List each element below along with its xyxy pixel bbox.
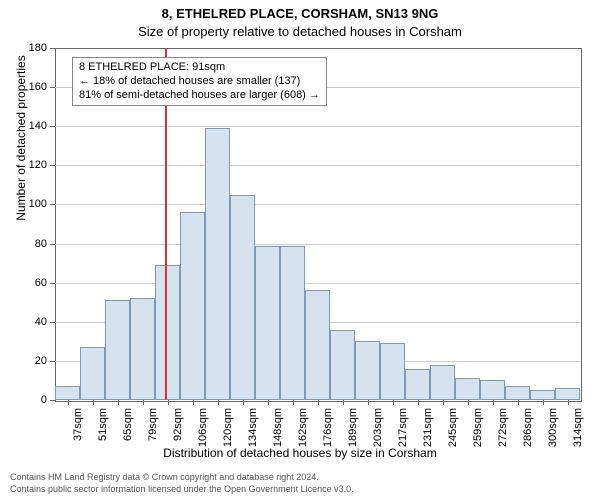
x-tick-mark <box>318 400 319 405</box>
y-tick-mark <box>50 283 55 284</box>
histogram-bar <box>305 290 330 400</box>
histogram-bar <box>355 341 380 400</box>
y-tick-mark <box>50 400 55 401</box>
x-tick-mark <box>543 400 544 405</box>
x-tick-mark <box>243 400 244 405</box>
x-tick-label: 65sqm <box>122 408 134 458</box>
x-tick-mark <box>518 400 519 405</box>
x-tick-label: 37sqm <box>72 408 84 458</box>
y-tick-label: 60 <box>0 277 47 289</box>
x-tick-mark <box>268 400 269 405</box>
histogram-bar <box>205 128 230 400</box>
histogram-bar <box>180 212 205 400</box>
histogram-bar <box>155 265 180 400</box>
x-tick-label: 148sqm <box>272 408 284 458</box>
y-tick-mark <box>50 126 55 127</box>
y-tick-label: 0 <box>0 394 47 406</box>
x-tick-label: 272sqm <box>497 408 509 458</box>
histogram-bar <box>230 195 255 400</box>
attribution-line-2: Contains public sector information licen… <box>10 484 354 494</box>
histogram-bar <box>380 343 405 400</box>
y-tick-mark <box>50 204 55 205</box>
x-tick-mark <box>193 400 194 405</box>
x-tick-mark <box>218 400 219 405</box>
chart-container: 8, ETHELRED PLACE, CORSHAM, SN13 9NG Siz… <box>0 0 600 500</box>
y-tick-mark <box>50 244 55 245</box>
x-tick-label: 300sqm <box>547 408 559 458</box>
y-gridline <box>55 165 580 166</box>
chart-title-line2: Size of property relative to detached ho… <box>0 24 600 39</box>
x-tick-label: 106sqm <box>197 408 209 458</box>
histogram-bar <box>280 246 305 400</box>
annotation-line-1: 8 ETHELRED PLACE: 91sqm <box>79 61 320 75</box>
histogram-bar <box>330 330 355 400</box>
x-tick-mark <box>143 400 144 405</box>
x-tick-mark <box>368 400 369 405</box>
x-tick-label: 245sqm <box>447 408 459 458</box>
x-tick-label: 189sqm <box>347 408 359 458</box>
histogram-bar <box>105 300 130 400</box>
histogram-bar <box>555 388 580 400</box>
y-tick-label: 160 <box>0 81 47 93</box>
x-tick-mark <box>468 400 469 405</box>
histogram-bar <box>505 386 530 400</box>
histogram-bar <box>480 380 505 400</box>
y-tick-mark <box>50 322 55 323</box>
y-tick-mark <box>50 87 55 88</box>
x-tick-label: 231sqm <box>422 408 434 458</box>
y-gridline <box>55 283 580 284</box>
y-tick-label: 140 <box>0 120 47 132</box>
x-tick-label: 134sqm <box>247 408 259 458</box>
histogram-bar <box>530 390 555 400</box>
y-gridline <box>55 204 580 205</box>
x-tick-label: 286sqm <box>522 408 534 458</box>
y-tick-label: 20 <box>0 355 47 367</box>
x-tick-mark <box>118 400 119 405</box>
y-tick-label: 120 <box>0 159 47 171</box>
x-tick-label: 217sqm <box>397 408 409 458</box>
y-tick-mark <box>50 48 55 49</box>
x-tick-mark <box>418 400 419 405</box>
annotation-line-2: ← 18% of detached houses are smaller (13… <box>79 75 320 89</box>
x-tick-label: 176sqm <box>322 408 334 458</box>
y-tick-label: 180 <box>0 42 47 54</box>
x-tick-mark <box>293 400 294 405</box>
x-tick-mark <box>493 400 494 405</box>
y-tick-mark <box>50 361 55 362</box>
y-gridline <box>55 126 580 127</box>
x-tick-label: 314sqm <box>572 408 584 458</box>
x-tick-label: 162sqm <box>297 408 309 458</box>
histogram-bar <box>130 298 155 400</box>
attribution-line-1: Contains HM Land Registry data © Crown c… <box>10 472 319 482</box>
x-tick-mark <box>568 400 569 405</box>
x-tick-label: 79sqm <box>147 408 159 458</box>
histogram-bar <box>430 365 455 400</box>
chart-title-line1: 8, ETHELRED PLACE, CORSHAM, SN13 9NG <box>0 6 600 21</box>
y-tick-mark <box>50 165 55 166</box>
histogram-bar <box>255 246 280 400</box>
x-tick-label: 203sqm <box>372 408 384 458</box>
x-tick-mark <box>343 400 344 405</box>
x-tick-label: 51sqm <box>97 408 109 458</box>
y-tick-label: 40 <box>0 316 47 328</box>
x-tick-label: 120sqm <box>222 408 234 458</box>
histogram-bar <box>455 378 480 400</box>
x-tick-label: 259sqm <box>472 408 484 458</box>
histogram-bar <box>405 369 430 400</box>
x-tick-mark <box>93 400 94 405</box>
x-tick-mark <box>443 400 444 405</box>
x-tick-label: 92sqm <box>172 408 184 458</box>
annotation-line-3: 81% of semi-detached houses are larger (… <box>79 89 320 103</box>
y-gridline <box>55 244 580 245</box>
x-tick-mark <box>68 400 69 405</box>
histogram-bar <box>80 347 105 400</box>
x-tick-mark <box>168 400 169 405</box>
y-tick-label: 80 <box>0 238 47 250</box>
y-tick-label: 100 <box>0 198 47 210</box>
x-tick-mark <box>393 400 394 405</box>
annotation-box: 8 ETHELRED PLACE: 91sqm ← 18% of detache… <box>72 57 327 106</box>
histogram-bar <box>55 386 80 400</box>
